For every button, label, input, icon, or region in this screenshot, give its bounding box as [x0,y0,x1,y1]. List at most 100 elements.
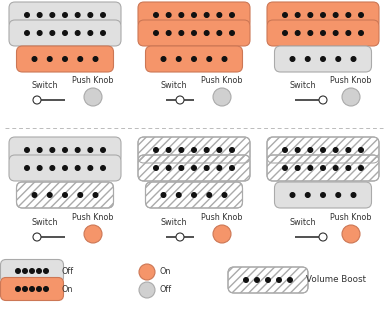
Circle shape [351,57,356,61]
Circle shape [283,13,287,17]
Circle shape [84,225,102,243]
Circle shape [78,57,83,61]
Circle shape [192,193,196,197]
Circle shape [230,13,234,17]
Circle shape [84,88,102,106]
Circle shape [25,13,29,17]
Circle shape [192,57,196,61]
Circle shape [336,57,341,61]
Circle shape [50,13,55,17]
Circle shape [177,193,181,197]
FancyBboxPatch shape [0,278,64,301]
Circle shape [207,193,211,197]
Circle shape [305,57,310,61]
Circle shape [230,166,234,170]
Circle shape [101,13,105,17]
Circle shape [101,148,105,152]
Circle shape [346,148,351,152]
Circle shape [342,88,360,106]
Circle shape [176,233,184,241]
Circle shape [217,166,222,170]
Text: Off: Off [159,285,171,294]
Circle shape [16,269,20,273]
Circle shape [321,13,325,17]
Circle shape [359,148,363,152]
Circle shape [37,269,41,273]
Circle shape [207,57,211,61]
Circle shape [139,264,155,280]
Circle shape [154,166,158,170]
Circle shape [30,269,34,273]
Circle shape [63,13,67,17]
Circle shape [63,148,67,152]
Circle shape [23,287,27,291]
Circle shape [308,166,313,170]
Circle shape [213,225,231,243]
Circle shape [177,57,181,61]
Circle shape [346,31,351,35]
FancyBboxPatch shape [9,20,121,46]
Circle shape [333,166,338,170]
Circle shape [217,13,222,17]
FancyBboxPatch shape [267,155,379,181]
Circle shape [321,193,325,197]
Circle shape [179,13,184,17]
Circle shape [101,166,105,170]
Circle shape [288,278,292,282]
FancyBboxPatch shape [267,137,379,163]
Circle shape [32,193,37,197]
Circle shape [33,96,41,104]
FancyBboxPatch shape [146,182,242,208]
Circle shape [192,166,196,170]
Circle shape [88,13,93,17]
FancyBboxPatch shape [267,20,379,46]
Circle shape [166,31,171,35]
Circle shape [204,31,209,35]
Circle shape [290,57,295,61]
Text: Push Knob: Push Knob [330,76,372,85]
Circle shape [176,96,184,104]
Circle shape [25,148,29,152]
Circle shape [204,148,209,152]
Circle shape [75,166,80,170]
Circle shape [63,193,67,197]
Circle shape [50,31,55,35]
Circle shape [255,278,259,282]
Circle shape [295,148,300,152]
Circle shape [179,166,184,170]
FancyBboxPatch shape [17,182,114,208]
Circle shape [319,96,327,104]
Circle shape [290,193,295,197]
Circle shape [166,148,171,152]
Circle shape [305,193,310,197]
Circle shape [78,193,83,197]
Circle shape [47,193,52,197]
Circle shape [295,166,300,170]
Circle shape [308,13,313,17]
FancyBboxPatch shape [138,137,250,163]
Circle shape [277,278,281,282]
Circle shape [342,225,360,243]
Circle shape [283,31,287,35]
Text: Switch: Switch [290,218,316,227]
Circle shape [321,148,325,152]
Text: Switch: Switch [290,81,316,90]
Text: Switch: Switch [32,81,58,90]
Text: Push Knob: Push Knob [72,76,114,85]
Circle shape [47,57,52,61]
Circle shape [230,148,234,152]
Circle shape [44,269,48,273]
Text: Switch: Switch [161,81,187,90]
Circle shape [63,166,67,170]
Circle shape [333,13,338,17]
Circle shape [321,166,325,170]
Circle shape [166,166,171,170]
Circle shape [192,148,196,152]
Circle shape [25,31,29,35]
Circle shape [44,287,48,291]
Text: Push Knob: Push Knob [72,213,114,222]
Circle shape [204,166,209,170]
Circle shape [93,57,98,61]
Circle shape [217,31,222,35]
Circle shape [63,31,67,35]
